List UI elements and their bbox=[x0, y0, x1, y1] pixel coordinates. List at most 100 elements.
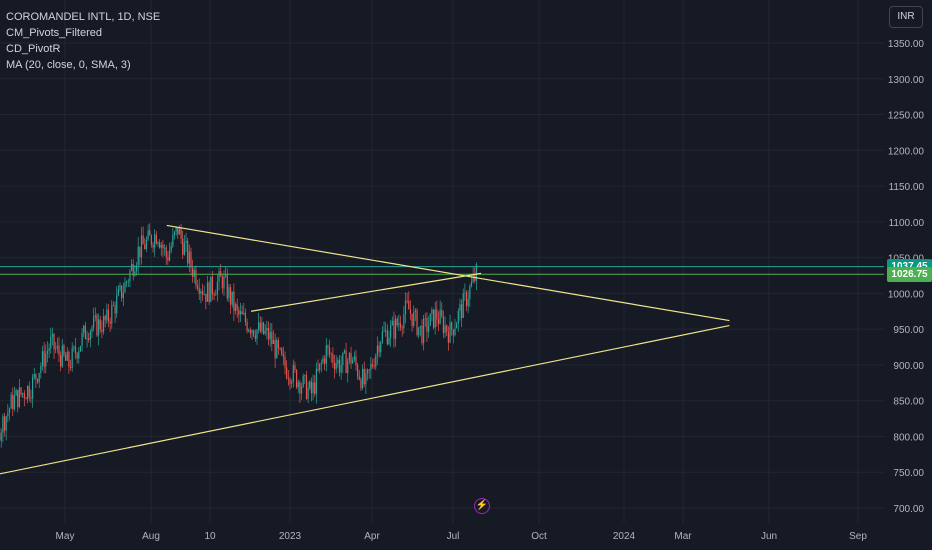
candle-body bbox=[221, 276, 223, 289]
candle-body bbox=[122, 292, 124, 299]
candle-body bbox=[259, 322, 261, 332]
candle-body bbox=[3, 416, 6, 431]
candle-body bbox=[446, 325, 448, 332]
candle-body bbox=[172, 234, 174, 247]
candle-body bbox=[370, 364, 372, 370]
x-tick-label: 2023 bbox=[279, 531, 302, 542]
candle-body bbox=[8, 408, 11, 413]
symbol-title[interactable]: COROMANDEL INTL, 1D, NSE bbox=[6, 11, 161, 23]
candle-body bbox=[155, 234, 157, 244]
candle-body bbox=[36, 379, 39, 383]
candle-body bbox=[78, 351, 80, 359]
candle-body bbox=[190, 251, 192, 268]
candle-body bbox=[348, 353, 350, 361]
candle-body bbox=[426, 318, 428, 333]
candle-body bbox=[99, 319, 101, 330]
candle-body bbox=[58, 345, 60, 355]
candle-body bbox=[134, 271, 136, 276]
candle-body bbox=[353, 356, 355, 360]
candle-body bbox=[0, 432, 2, 441]
candle-body bbox=[15, 390, 17, 396]
candle-body bbox=[416, 310, 418, 336]
indicator-label[interactable]: MA (20, close, 0, SMA, 3) bbox=[6, 59, 131, 71]
candle-body bbox=[398, 323, 400, 326]
x-tick-label: Apr bbox=[364, 531, 380, 542]
candle-body bbox=[12, 394, 14, 410]
candle-body bbox=[411, 313, 413, 326]
candle-body bbox=[216, 281, 218, 295]
currency-button[interactable]: INR bbox=[889, 6, 923, 28]
indicator-label[interactable]: CM_Pivots_Filtered bbox=[6, 27, 102, 39]
candle-body bbox=[140, 235, 143, 258]
candle-body bbox=[56, 345, 58, 349]
candle-body bbox=[40, 366, 42, 374]
candle-body bbox=[102, 315, 105, 332]
candle-body bbox=[266, 327, 268, 331]
candle-body bbox=[205, 293, 207, 302]
candle-body bbox=[38, 373, 40, 383]
candle-body bbox=[96, 315, 98, 336]
candle-body bbox=[335, 363, 337, 370]
candle-body bbox=[332, 354, 334, 363]
candle-body bbox=[236, 304, 238, 310]
candle-body bbox=[167, 257, 169, 261]
candle-body bbox=[467, 299, 469, 306]
candle-body bbox=[286, 367, 288, 379]
candle-body bbox=[312, 382, 314, 394]
candle-body bbox=[269, 331, 271, 340]
candle-body bbox=[41, 351, 44, 367]
candle-body bbox=[295, 370, 298, 388]
candle-body bbox=[350, 353, 352, 364]
indicator-label[interactable]: CD_PivotR bbox=[6, 43, 61, 55]
candle-body bbox=[154, 234, 156, 248]
x-tick-label: Aug bbox=[142, 531, 160, 542]
candle-body bbox=[132, 264, 134, 276]
candle-body bbox=[210, 276, 212, 302]
candle-body bbox=[43, 351, 45, 367]
candle-body bbox=[196, 285, 199, 289]
candle-body bbox=[139, 246, 141, 258]
candle-body bbox=[97, 319, 100, 336]
candle-body bbox=[409, 309, 412, 314]
candle-body bbox=[149, 230, 151, 236]
candle-body bbox=[101, 329, 103, 332]
candle-body bbox=[258, 322, 260, 330]
candle-body bbox=[390, 325, 392, 338]
candle-body bbox=[135, 265, 138, 272]
y-tick-label: 1150.00 bbox=[889, 182, 925, 193]
y-tick-label: 900.00 bbox=[893, 361, 924, 372]
candle-body bbox=[368, 369, 370, 371]
y-tick-label: 850.00 bbox=[893, 397, 924, 408]
candle-body bbox=[347, 360, 349, 374]
candle-body bbox=[254, 335, 256, 339]
chart-grid bbox=[0, 0, 884, 523]
candle-body bbox=[31, 377, 34, 399]
x-tick-label: 2024 bbox=[613, 531, 636, 542]
candle-body bbox=[185, 240, 187, 243]
trendline bbox=[0, 324, 730, 475]
lightning-icon[interactable]: ⚡ bbox=[474, 498, 490, 514]
candle-body bbox=[366, 369, 369, 374]
candle-body bbox=[53, 333, 55, 350]
candle-body bbox=[324, 358, 326, 364]
candle-body bbox=[470, 281, 473, 287]
candle-body bbox=[27, 386, 29, 400]
candle-body bbox=[117, 289, 119, 296]
candle-body bbox=[375, 355, 377, 367]
candle-body bbox=[66, 352, 68, 361]
candle-body bbox=[150, 235, 152, 245]
candle-body bbox=[61, 345, 63, 367]
candle-body bbox=[414, 310, 416, 313]
candle-body bbox=[28, 386, 30, 398]
candle-body bbox=[229, 287, 232, 305]
candle-body bbox=[180, 228, 182, 239]
candle-body bbox=[64, 355, 67, 361]
candle-body bbox=[68, 352, 70, 368]
candle-body bbox=[20, 387, 22, 395]
x-tick-label: Sep bbox=[849, 531, 867, 542]
candle-body bbox=[284, 356, 286, 368]
candle-body bbox=[404, 300, 407, 315]
candle-body bbox=[325, 345, 327, 364]
candle-body bbox=[317, 368, 319, 371]
